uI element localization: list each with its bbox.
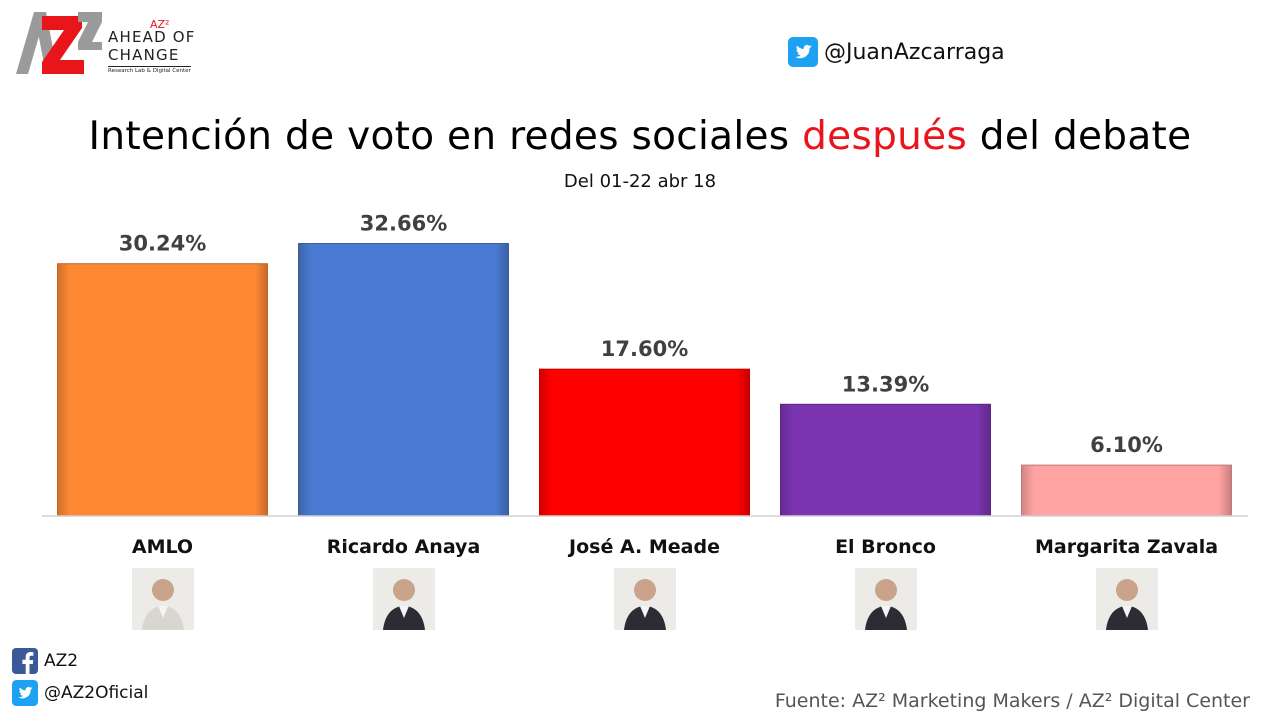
bar-value-label: 6.10%: [1090, 433, 1163, 457]
amlo-photo: [131, 568, 194, 630]
az2-logo-mark: [16, 12, 102, 74]
title-before: Intención de voto en redes sociales: [88, 114, 803, 159]
bar-value-label: 17.60%: [601, 337, 688, 361]
logo-tagline: Research Lab & Digital Center: [108, 66, 191, 74]
chart-title: Intención de voto en redes sociales desp…: [0, 114, 1280, 159]
twitter-icon: [788, 37, 818, 67]
bar-0: [57, 263, 268, 517]
footer-facebook-label: AZ2: [44, 651, 79, 671]
footer-twitter[interactable]: @AZ2Oficial: [12, 680, 148, 706]
header-twitter-handle: @JuanAzcarraga: [824, 39, 1005, 65]
anaya-photo: [372, 568, 435, 630]
bar-chart: 30.24% AMLO 32.66% Ricardo Anaya 17.60% José …: [42, 212, 1248, 558]
chart-subtitle: Del 01-22 abr 18: [563, 171, 717, 192]
bar-3: [780, 403, 991, 517]
logo-az2-text: AZ²: [150, 18, 170, 31]
category-label: José A. Meade: [567, 536, 720, 558]
logo-line-1: AHEAD OF: [108, 28, 196, 46]
meade-photo: [613, 568, 676, 630]
source-note: Fuente: AZ² Marketing Makers / AZ² Digit…: [774, 690, 1250, 712]
bronco-photo: [854, 568, 917, 630]
bar-value-label: 32.66%: [360, 212, 447, 236]
category-label: El Bronco: [835, 536, 936, 558]
logo-line-2: CHANGE: [108, 46, 180, 64]
az2-logo: AZ² AHEAD OF CHANGE Research Lab & Digit…: [12, 8, 212, 80]
zavala-photo: [1095, 568, 1158, 630]
facebook-icon: [12, 648, 38, 674]
bar-2: [539, 368, 750, 517]
header-twitter[interactable]: @JuanAzcarraga: [788, 36, 1005, 68]
footer-facebook[interactable]: AZ2: [12, 648, 78, 674]
category-label: Margarita Zavala: [1035, 536, 1218, 558]
title-highlight: después: [802, 114, 968, 159]
bar-4: [1021, 464, 1232, 517]
title-after: del debate: [967, 114, 1192, 159]
twitter-icon: [12, 680, 38, 706]
category-label: Ricardo Anaya: [327, 536, 481, 558]
bar-1: [298, 243, 509, 517]
category-label: AMLO: [132, 536, 193, 558]
footer-twitter-label: @AZ2Oficial: [44, 683, 149, 703]
bar-value-label: 30.24%: [119, 232, 206, 256]
bar-value-label: 13.39%: [842, 372, 929, 396]
